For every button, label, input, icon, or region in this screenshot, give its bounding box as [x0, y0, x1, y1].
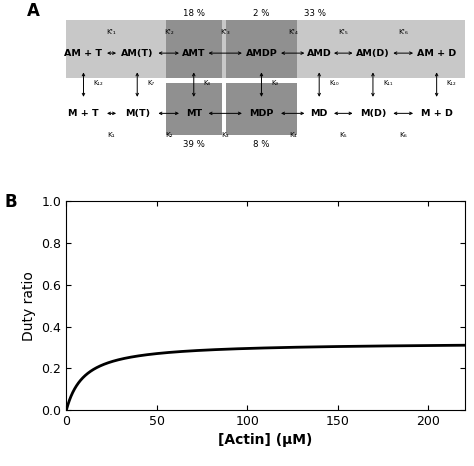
Text: M + D: M + D [421, 109, 453, 118]
Text: AMDP: AMDP [246, 48, 277, 58]
Text: A: A [27, 2, 39, 21]
Text: K₃: K₃ [221, 132, 229, 138]
Y-axis label: Duty ratio: Duty ratio [22, 271, 36, 341]
Text: K₁₂: K₁₂ [447, 80, 456, 86]
Bar [66, 21, 465, 78]
Text: K₁₁: K₁₁ [383, 80, 392, 86]
Text: AM + D: AM + D [417, 48, 456, 58]
Text: K₄: K₄ [289, 132, 297, 138]
Text: MD: MD [310, 109, 328, 118]
Text: 2 %: 2 % [253, 9, 270, 18]
Text: M(T): M(T) [125, 109, 150, 118]
Bar [226, 21, 297, 78]
Text: K₅: K₅ [339, 132, 347, 138]
Bar [166, 21, 222, 78]
Text: K₇: K₇ [147, 80, 155, 86]
Text: K₉: K₉ [272, 80, 279, 86]
Bar [226, 83, 297, 135]
X-axis label: [Actin] (μM): [Actin] (μM) [218, 433, 313, 447]
Text: M(D): M(D) [360, 109, 386, 118]
Text: K'₂: K'₂ [164, 29, 173, 35]
Text: K'₆: K'₆ [398, 29, 408, 35]
Text: AM(D): AM(D) [356, 48, 390, 58]
Text: K₆: K₆ [399, 132, 407, 138]
Text: MDP: MDP [249, 109, 273, 118]
Text: 39 %: 39 % [183, 140, 205, 149]
Text: MT: MT [186, 109, 202, 118]
Text: AM + T: AM + T [64, 48, 102, 58]
Text: K'₃: K'₃ [220, 29, 230, 35]
Text: M + T: M + T [68, 109, 99, 118]
Text: K₁₀: K₁₀ [329, 80, 339, 86]
Text: K₁: K₁ [108, 132, 115, 138]
Text: K'₅: K'₅ [338, 29, 348, 35]
Text: B: B [5, 193, 17, 211]
Text: 18 %: 18 % [183, 9, 205, 18]
Text: 33 %: 33 % [304, 9, 326, 18]
Text: AMD: AMD [307, 48, 332, 58]
Text: K'₁: K'₁ [107, 29, 117, 35]
Text: AM(T): AM(T) [121, 48, 154, 58]
Bar [166, 83, 222, 135]
Text: AMT: AMT [182, 48, 206, 58]
Text: K'₄: K'₄ [288, 29, 298, 35]
Text: 8 %: 8 % [253, 140, 270, 149]
Text: K₂: K₂ [165, 132, 173, 138]
Text: K₁₂: K₁₂ [93, 80, 103, 86]
Text: K₈: K₈ [204, 80, 211, 86]
